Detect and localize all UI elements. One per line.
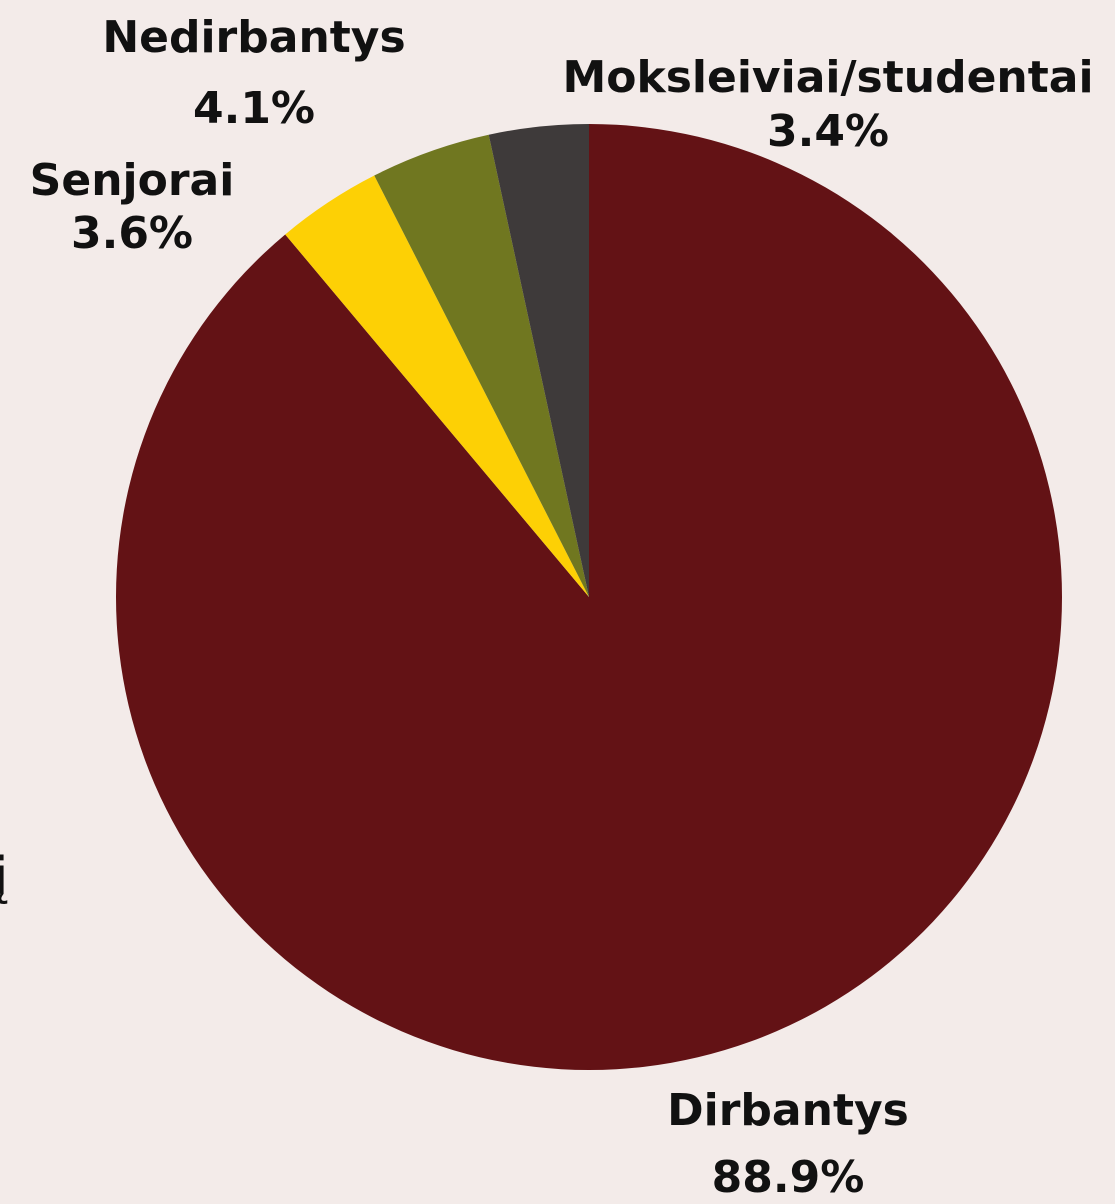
slice-value-label: 3.4% bbox=[767, 106, 889, 157]
slice-value-label: 4.1% bbox=[193, 83, 315, 134]
slice-label: Moksleiviai/studentai bbox=[562, 52, 1093, 103]
slice-label: Nedirbantys bbox=[102, 12, 405, 63]
pie-slice bbox=[115, 124, 1062, 1070]
slice-label: Senjorai bbox=[30, 155, 235, 206]
side-text: į bbox=[0, 847, 8, 907]
pie-slice bbox=[374, 134, 589, 597]
pie-slice bbox=[285, 175, 589, 598]
slice-value-label: 3.6% bbox=[71, 208, 193, 259]
slice-value-label: 88.9% bbox=[712, 1152, 865, 1203]
pie-slice bbox=[488, 124, 589, 597]
slice-label: Dirbantys bbox=[667, 1085, 909, 1136]
